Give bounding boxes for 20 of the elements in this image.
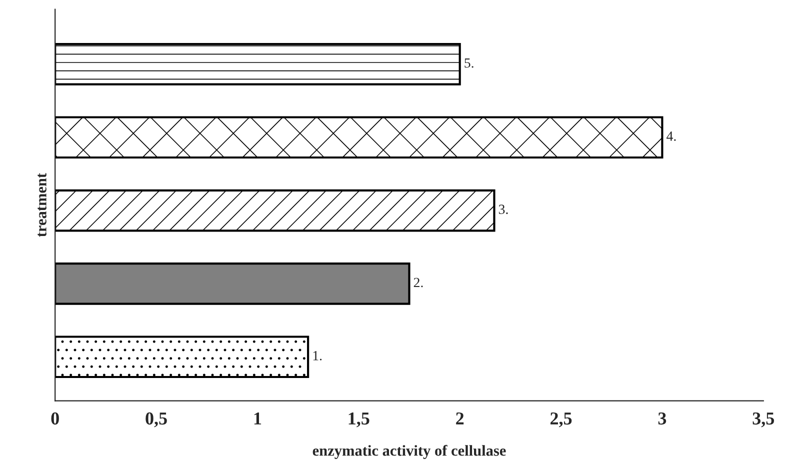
bar: [55, 189, 496, 232]
bar: [55, 116, 664, 159]
x-tick-label: 0,5: [146, 412, 167, 428]
y-tick-label: 1.: [313, 351, 322, 360]
x-tick-label: 3: [658, 412, 666, 425]
bar: [55, 336, 310, 378]
y-tick-label: 5.: [464, 58, 474, 68]
y-tick-label: 4.: [666, 132, 676, 141]
x-tick-label: 0: [51, 412, 59, 425]
x-tick-label: 2,5: [550, 412, 572, 428]
y-axis-title: treatment: [38, 173, 46, 237]
x-axis-title: enzymatic activity of cellulase: [312, 444, 506, 459]
bar: [55, 262, 410, 305]
x-tick-label: 1,5: [348, 412, 370, 428]
x-tick-label: 1: [254, 412, 262, 424]
x-tick-label: 2: [456, 412, 464, 424]
y-tick-label: 2.: [414, 278, 423, 288]
y-tick-label: 3.: [498, 204, 508, 214]
bar: [55, 43, 461, 86]
x-tick-label: 3,5: [752, 412, 774, 428]
